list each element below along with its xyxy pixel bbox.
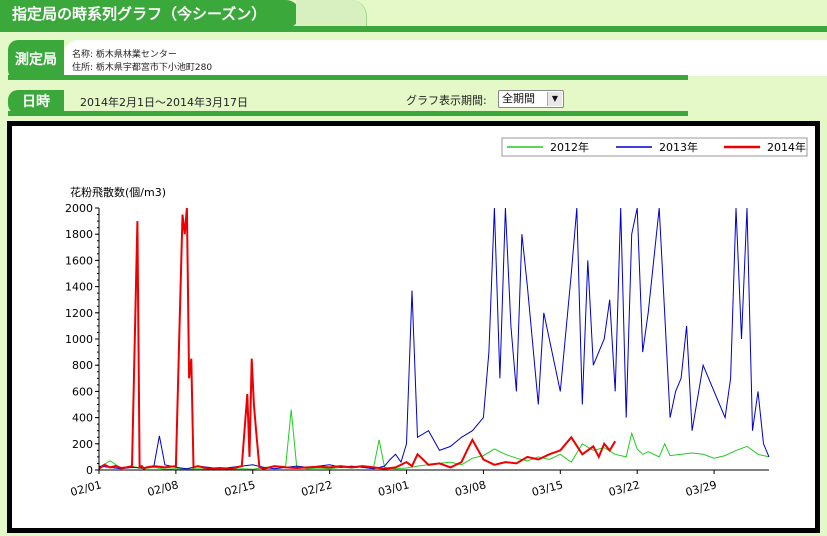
station-info-panel xyxy=(64,40,827,76)
date-tab-label: 日時 xyxy=(8,90,64,114)
period-select[interactable]: 全期間 ▼ xyxy=(498,90,564,108)
period-label: グラフ表示期間: xyxy=(406,94,487,107)
pollen-chart: 2012年 2013年 2014年 花粉飛散数(個/m3) 0 200 400 600 80… xyxy=(65,137,808,499)
x-tick-label: 03/01 xyxy=(377,478,411,499)
legend-label: 2012年 xyxy=(550,140,589,154)
station-address: 住所: 栃木県宇都宮市下小池町280 xyxy=(72,63,213,73)
x-tick-label: 02/08 xyxy=(146,478,180,499)
y-tick-label: 1400 xyxy=(65,281,93,294)
x-tick-label: 03/29 xyxy=(684,478,718,499)
y-tick-label: 800 xyxy=(72,359,93,372)
date-range: 2014年2月1日〜2014年3月17日 xyxy=(80,96,248,109)
series-line-2014年 xyxy=(98,207,617,470)
series-line-2013年 xyxy=(98,207,770,470)
y-tick-label: 1200 xyxy=(65,307,93,320)
y-tick-label: 2000 xyxy=(65,202,93,215)
x-tick-label: 02/15 xyxy=(223,478,257,499)
station-name: 名称: 栃木県林業センター xyxy=(72,50,177,60)
y-tick-label: 200 xyxy=(72,438,93,451)
y-tick-label: 1000 xyxy=(65,333,93,346)
series-line-2012年 xyxy=(98,409,770,470)
station-underline xyxy=(8,75,688,80)
title-underline xyxy=(0,26,827,32)
x-tick-label: 03/08 xyxy=(454,478,488,499)
page-title: 指定局の時系列グラフ（今シーズン） xyxy=(0,0,300,28)
title-tab-decoration xyxy=(296,0,367,26)
y-tick-label: 1800 xyxy=(65,228,93,241)
date-underline xyxy=(8,111,688,116)
y-tick-label: 600 xyxy=(72,385,93,398)
legend-label: 2013年 xyxy=(659,140,698,154)
legend-label: 2014年 xyxy=(767,140,806,154)
x-tick-label: 03/22 xyxy=(607,478,641,499)
chevron-down-icon[interactable]: ▼ xyxy=(547,92,562,106)
period-selected-value: 全期間 xyxy=(502,92,535,105)
y-tick-label: 0 xyxy=(86,464,93,477)
chart-frame: 2012年 2013年 2014年 花粉飛散数(個/m3) 0 200 400 600 80… xyxy=(7,121,820,533)
legend-box xyxy=(501,137,808,157)
chart-legend: 2012年 2013年 2014年 xyxy=(501,137,808,157)
y-tick-label: 1600 xyxy=(65,254,93,267)
y-axis-label: 花粉飛散数(個/m3) xyxy=(70,185,166,199)
x-tick-label: 03/15 xyxy=(530,478,564,499)
x-tick-label: 02/22 xyxy=(300,478,334,499)
x-tick-label: 02/01 xyxy=(69,478,103,499)
station-tab-label: 測定局 xyxy=(8,40,64,80)
y-tick-label: 400 xyxy=(72,412,93,425)
date-panel xyxy=(64,90,827,112)
